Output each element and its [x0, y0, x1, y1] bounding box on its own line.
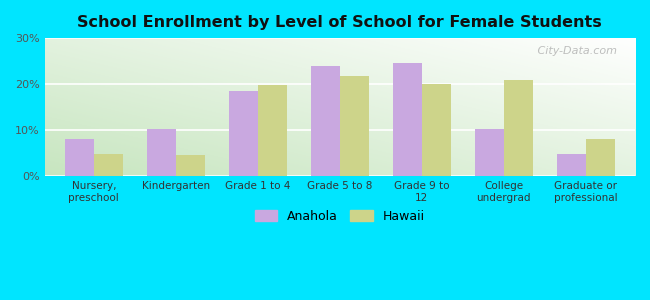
Bar [258, 85, 287, 176]
Bar [475, 129, 504, 176]
Title: School Enrollment by Level of School for Female Students: School Enrollment by Level of School for… [77, 15, 602, 30]
Bar [504, 80, 532, 176]
Bar [557, 154, 586, 176]
Legend: Anahola, Hawaii: Anahola, Hawaii [250, 205, 430, 228]
Text: City-Data.com: City-Data.com [527, 46, 618, 56]
Bar [147, 129, 176, 176]
Bar [229, 91, 258, 176]
Bar [422, 84, 450, 176]
Bar [65, 140, 94, 176]
Bar [340, 76, 369, 176]
Bar [311, 66, 340, 176]
Bar [94, 154, 122, 176]
Bar [176, 155, 205, 176]
Bar [393, 63, 422, 176]
Bar [586, 140, 614, 176]
